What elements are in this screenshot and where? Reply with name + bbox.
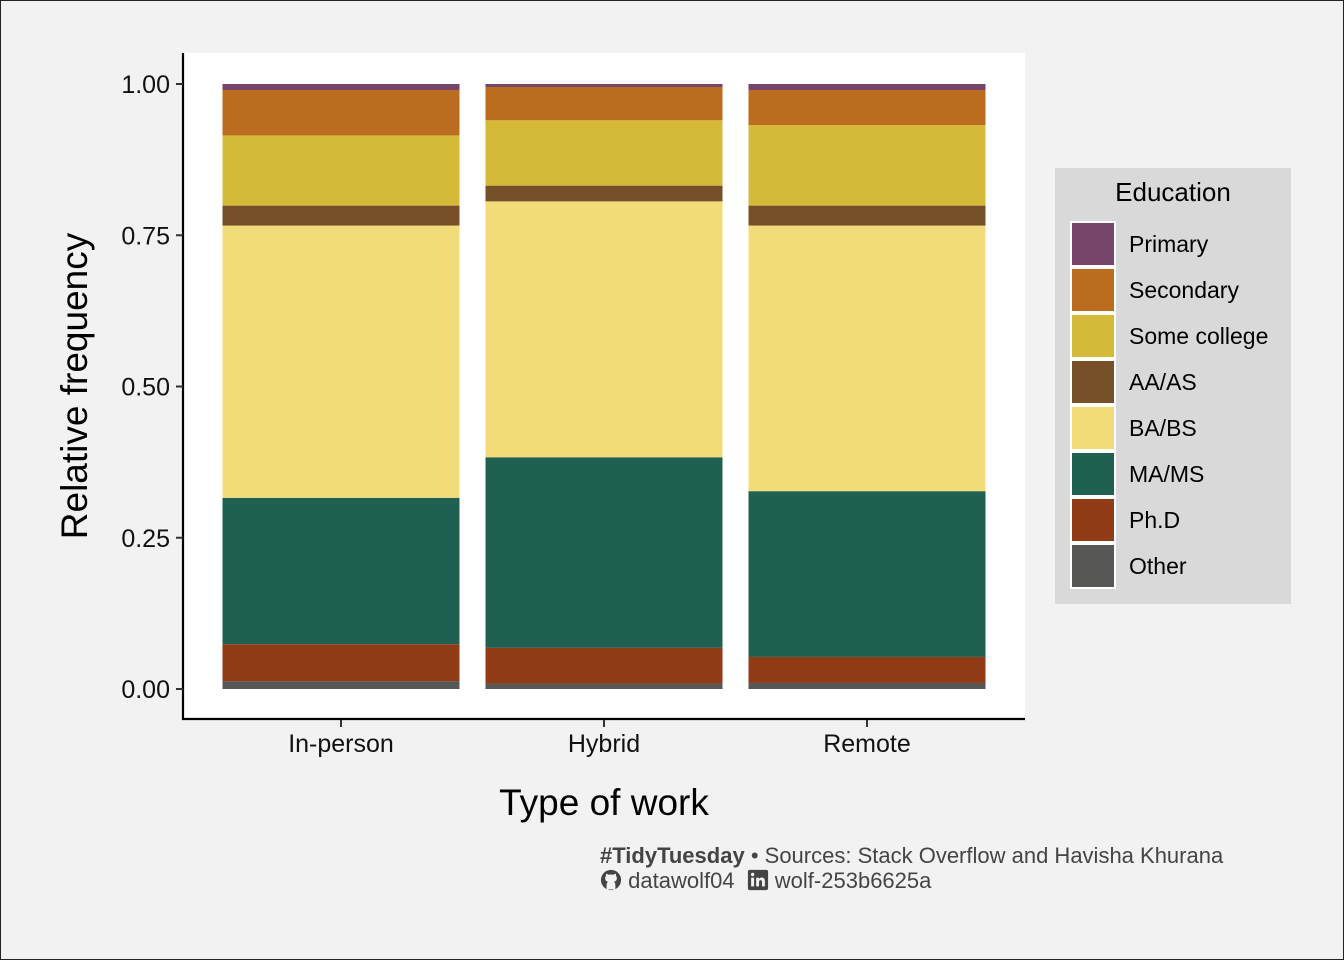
y-axis-label: Relative frequency xyxy=(54,232,95,539)
legend-swatch-ma-ms xyxy=(1070,451,1116,497)
bar-in-person-ba-bs xyxy=(222,225,460,498)
y-tick-label: 0.00 xyxy=(121,676,170,704)
x-axis-label: Type of work xyxy=(499,782,709,823)
bar-in-person-secondary xyxy=(222,90,460,136)
legend-label-ph-d: Ph.D xyxy=(1129,507,1180,533)
bars-layer xyxy=(222,84,986,689)
bar-in-person-aa-as xyxy=(222,205,460,226)
bar-remote-primary xyxy=(748,84,986,91)
legend-label-some-college: Some college xyxy=(1129,323,1268,349)
caption-sources: Sources: Stack Overflow and Havisha Khur… xyxy=(764,843,1224,868)
caption-hashtag: #TidyTuesday xyxy=(600,843,745,868)
legend-label-ba-bs: BA/BS xyxy=(1129,415,1197,441)
bar-hybrid-some-college xyxy=(485,120,723,186)
x-tick-label-remote: Remote xyxy=(823,730,911,758)
y-tick-label: 1.00 xyxy=(121,71,170,99)
bar-remote-aa-as xyxy=(748,205,986,226)
y-tick-label: 0.25 xyxy=(121,525,170,553)
legend-label-other: Other xyxy=(1129,553,1187,579)
bar-remote-secondary xyxy=(748,90,986,126)
y-ticks: 0.00 0.25 0.50 0.75 1.00 xyxy=(121,71,183,704)
legend-title: Education xyxy=(1115,177,1231,207)
bar-in-person-some-college xyxy=(222,135,460,206)
legend-swatch-aa-as xyxy=(1070,359,1116,405)
caption-github-user: datawolf04 xyxy=(628,868,735,893)
github-icon xyxy=(600,869,622,896)
legend-swatch-other xyxy=(1070,543,1116,589)
legend-items: Primary Secondary Some college AA/AS BA/BS MA… xyxy=(1070,221,1268,589)
bar-remote-ba-bs xyxy=(748,225,986,492)
caption-linkedin-user: wolf-253b6625a xyxy=(774,868,932,893)
legend-label-secondary: Secondary xyxy=(1129,277,1239,303)
bar-hybrid-ph-d xyxy=(485,647,723,684)
bar-hybrid-ba-bs xyxy=(485,201,723,458)
bar-in-person-primary xyxy=(222,84,460,91)
bar-hybrid-primary xyxy=(485,84,723,88)
bar-in-person-ph-d xyxy=(222,644,460,682)
bar-remote-other xyxy=(748,682,986,689)
bar-remote-some-college xyxy=(748,125,986,206)
legend-swatch-some-college xyxy=(1070,313,1116,359)
bar-hybrid-ma-ms xyxy=(485,457,723,648)
caption: #TidyTuesday • Sources: Stack Overflow a… xyxy=(600,843,1223,896)
bar-remote-ma-ms xyxy=(748,491,986,657)
legend: Education Primary Secondary Some college AA… xyxy=(1055,168,1291,604)
legend-swatch-ph-d xyxy=(1070,497,1116,543)
bar-hybrid-aa-as xyxy=(485,185,723,202)
x-tick-label-hybrid: Hybrid xyxy=(568,730,640,758)
caption-line-2: datawolf04 wolf-253b6625a xyxy=(600,868,1223,896)
y-tick-label: 0.75 xyxy=(121,222,170,250)
legend-swatch-primary xyxy=(1070,221,1116,267)
legend-label-ma-ms: MA/MS xyxy=(1129,461,1204,487)
bar-in-person-other xyxy=(222,681,460,689)
legend-label-primary: Primary xyxy=(1129,231,1209,257)
bar-remote-ph-d xyxy=(748,656,986,683)
legend-swatch-ba-bs xyxy=(1070,405,1116,451)
legend-label-aa-as: AA/AS xyxy=(1129,369,1197,395)
bar-in-person-ma-ms xyxy=(222,497,460,645)
bar-hybrid-secondary xyxy=(485,87,723,121)
bar-hybrid-other xyxy=(485,683,723,689)
x-tick-label-in-person: In-person xyxy=(288,730,394,758)
x-ticks: In-person Hybrid Remote xyxy=(288,720,911,758)
caption-separator: • xyxy=(750,843,759,868)
y-tick-label: 0.50 xyxy=(121,374,170,402)
legend-swatch-secondary xyxy=(1070,267,1116,313)
caption-line-1: #TidyTuesday • Sources: Stack Overflow a… xyxy=(600,843,1223,868)
linkedin-icon xyxy=(747,869,769,896)
